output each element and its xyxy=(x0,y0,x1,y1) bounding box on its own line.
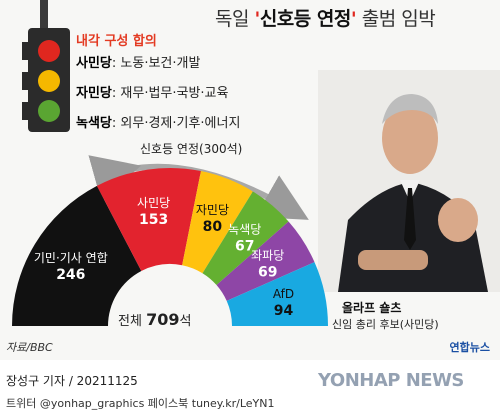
seat-party-label: 녹색당 xyxy=(228,222,261,236)
seat-slice xyxy=(202,191,289,286)
portrait-image xyxy=(318,70,500,292)
cabinet-portfolio: : 노동·보건·개발 xyxy=(111,56,201,71)
title-highlight: 신호등 연정 xyxy=(259,8,352,30)
cabinet-row-spd: 사민당: 노동·보건·개발 xyxy=(76,52,200,71)
person-role: 신임 총리 후보(사민당) xyxy=(332,318,439,331)
seat-slice xyxy=(216,221,315,301)
coalition-label: 신호등 연정(300석) xyxy=(140,142,243,156)
watermark: YONHAP NEWS xyxy=(318,370,464,391)
seat-party-label: 기민·기사 연합 xyxy=(34,251,108,265)
seat-slices xyxy=(12,168,328,326)
cabinet-party: 사민당 xyxy=(76,56,112,71)
cabinet-row-fdp: 자민당: 재무·법무·국방·교육 xyxy=(76,82,228,101)
seat-party-label: 자민당 xyxy=(196,203,229,217)
seat-count-label: 69 xyxy=(258,264,277,280)
seat-count-label: 153 xyxy=(139,212,168,228)
seat-count-label: 246 xyxy=(56,267,85,283)
social-links: 트위터 @yonhap_graphics 페이스북 tuney.kr/LeYN1 xyxy=(6,397,275,410)
seat-slice xyxy=(226,262,328,326)
cabinet-title: 내각 구성 합의 xyxy=(76,34,157,49)
person-name: 올라프 숄츠 xyxy=(342,301,402,315)
total-value: 709 xyxy=(146,310,180,329)
byline: 장성구 기자 / 20211125 xyxy=(6,374,138,388)
seat-count-label: 67 xyxy=(235,238,254,254)
total-unit: 석 xyxy=(179,314,192,329)
seat-party-label: 사민당 xyxy=(137,196,170,210)
footer xyxy=(0,360,500,416)
seat-count-label: 80 xyxy=(203,219,223,235)
cabinet-portfolio: : 재무·법무·국방·교육 xyxy=(111,86,229,101)
traffic-light-icon xyxy=(22,0,70,132)
seat-count-label: 94 xyxy=(274,303,294,319)
seat-party-label: AfD xyxy=(273,287,294,301)
cabinet-party: 녹색당 xyxy=(76,116,112,131)
title-quote-open: ' xyxy=(254,8,261,30)
total-seats: 전체 709석 xyxy=(118,310,191,329)
total-label: 전체 xyxy=(118,314,147,329)
page-title: 독일 '신호등 연정' 출범 임박 xyxy=(215,4,436,31)
title-suffix: 출범 임박 xyxy=(356,8,436,30)
cabinet-party: 자민당 xyxy=(76,86,112,101)
title-quote-close: ' xyxy=(350,8,357,30)
title-prefix: 독일 xyxy=(215,8,255,30)
seat-slice xyxy=(182,171,253,274)
cabinet-row-greens: 녹색당: 외무·경제·기후·에너지 xyxy=(76,112,240,131)
seat-slice xyxy=(12,185,142,326)
seat-slice xyxy=(96,168,201,272)
agency-logo: 연합뉴스 xyxy=(449,341,490,354)
source-note: 자료/BBC xyxy=(6,341,53,354)
seat-party-label: 좌파당 xyxy=(251,248,284,262)
cabinet-portfolio: : 외무·경제·기후·에너지 xyxy=(111,116,241,131)
